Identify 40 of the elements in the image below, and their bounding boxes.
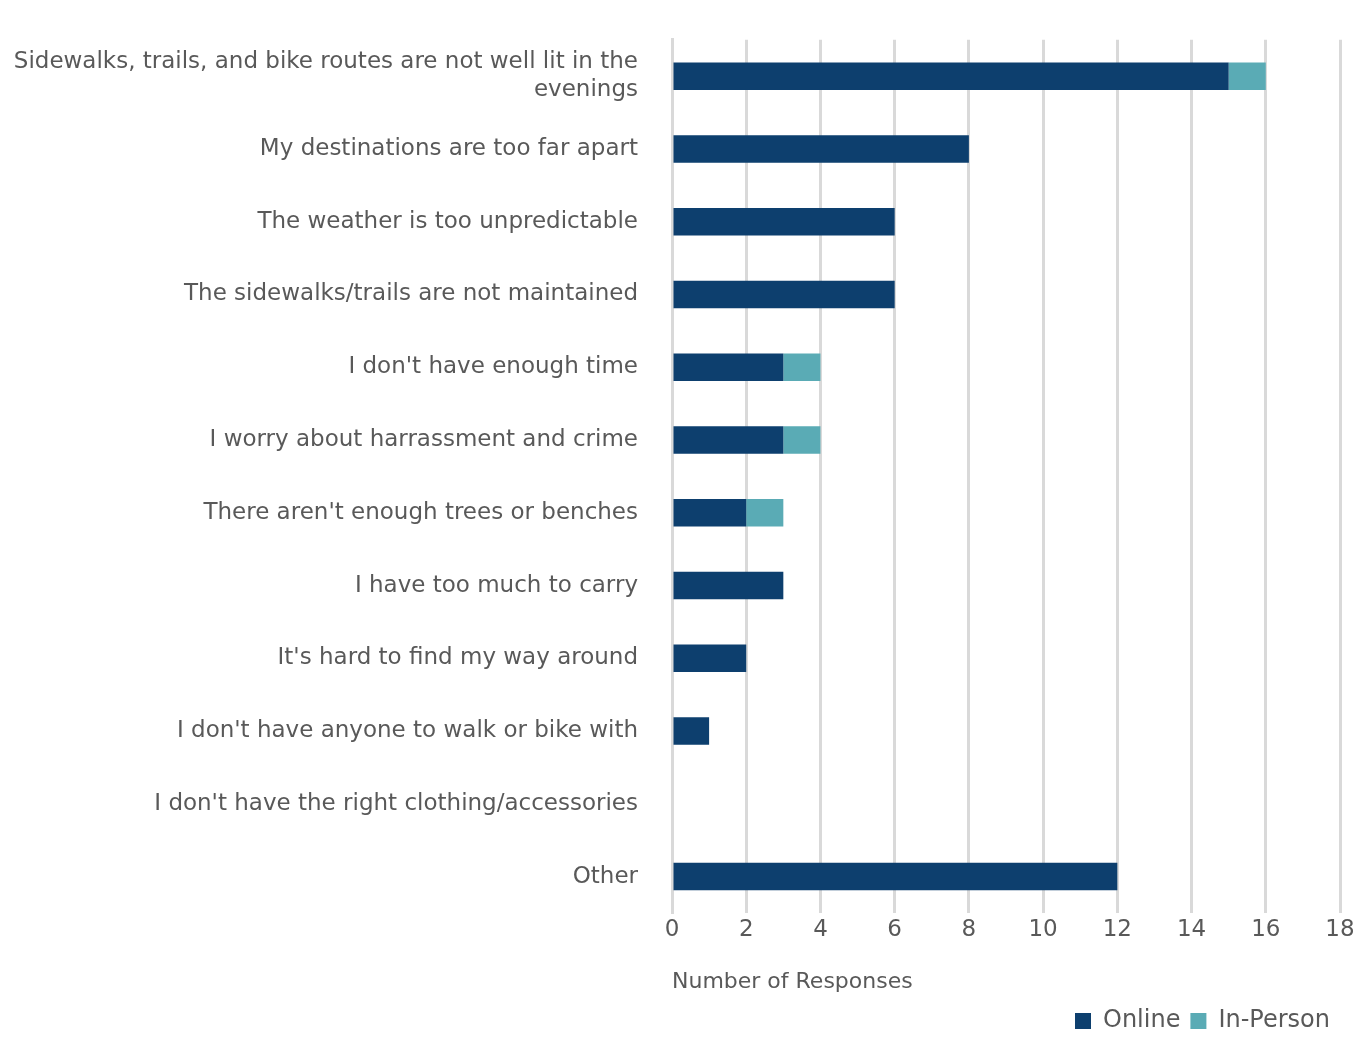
y-tick-label: The weather is too unpredictable	[256, 206, 638, 233]
bar	[673, 644, 747, 673]
bar	[783, 426, 821, 454]
bar	[673, 862, 1118, 891]
y-tick-label: Other	[572, 861, 639, 888]
bar	[673, 717, 710, 745]
bar	[673, 426, 784, 454]
bar	[673, 280, 895, 309]
y-tick-label: My destinations are too far apart	[259, 133, 638, 160]
bar	[673, 207, 895, 236]
x-axis-title: Number of Responses	[672, 967, 913, 993]
y-tick-label: There aren't enough trees or benches	[202, 497, 638, 524]
bar	[673, 571, 784, 600]
y-tick-label: It's hard to find my way around	[277, 643, 638, 670]
y-tick-label: Sidewalks, trails, and bike routes are not well lit in the evenings	[13, 47, 638, 101]
x-tick-label: 2	[738, 914, 754, 941]
legend-label: In-Person	[1218, 1005, 1331, 1034]
bar	[673, 353, 784, 381]
bar	[1228, 62, 1266, 90]
x-tick-label: 0	[664, 914, 680, 941]
x-tick-label: 18	[1325, 914, 1355, 941]
x-tick-label: 12	[1102, 914, 1132, 941]
bar	[673, 135, 969, 163]
y-tick-label: I don't have enough time	[348, 352, 638, 379]
bar	[673, 62, 1229, 90]
y-tick-label: The sidewalks/trails are not maintained	[183, 279, 638, 306]
y-tick-label: I have too much to carry	[354, 570, 638, 597]
x-tick-label: 10	[1028, 914, 1058, 941]
bar	[746, 499, 784, 527]
x-tick-label: 14	[1176, 914, 1207, 941]
y-tick-label: I don't have anyone to walk or bike with	[176, 716, 638, 743]
legend-label: Online	[1102, 1005, 1181, 1034]
x-tick-label: 16	[1251, 914, 1281, 941]
x-tick-label: 8	[961, 914, 977, 941]
bar	[783, 353, 821, 381]
y-tick-label: I worry about harrassment and crime	[209, 424, 638, 451]
y-tick-label: I don't have the right clothing/accessories	[154, 788, 638, 815]
x-tick-label: 6	[887, 914, 902, 941]
x-tick-label: 4	[813, 914, 828, 941]
bar	[673, 499, 747, 527]
